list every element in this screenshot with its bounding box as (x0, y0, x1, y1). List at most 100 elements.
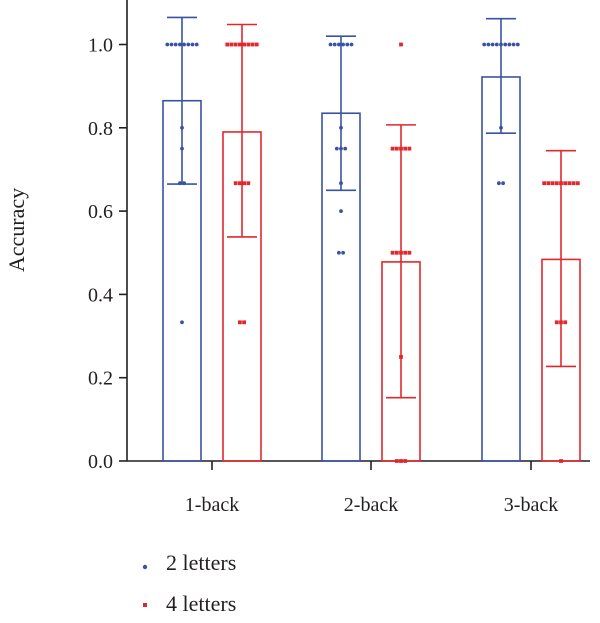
point-4-letters (399, 146, 403, 151)
point-2-letters (182, 181, 187, 186)
point-4-letters (550, 181, 555, 186)
point-4-letters (575, 181, 580, 186)
legend-label-2-letters: 2 letters (166, 550, 236, 575)
y-tick-label: 1.0 (88, 35, 113, 57)
y-tick-label: 0.4 (88, 284, 113, 306)
point-4-letters (407, 250, 412, 255)
point-2-letters (503, 42, 508, 47)
point-4-letters (394, 250, 399, 255)
point-4-letters (238, 320, 242, 325)
point-2-letters (178, 42, 182, 47)
point-2-letters (186, 42, 191, 47)
y-axis-title: Accuracy (4, 188, 29, 272)
point-4-letters (554, 320, 559, 325)
point-2-letters (182, 42, 187, 47)
point-4-letters (246, 181, 251, 186)
point-4-letters (399, 42, 403, 47)
y-tick-label: 0.0 (88, 451, 113, 473)
point-2-letters (165, 42, 170, 47)
point-4-letters (242, 181, 246, 186)
y-tick-label: 0.8 (88, 118, 113, 140)
data-points (165, 42, 580, 463)
point-2-letters (490, 42, 495, 47)
y-tick-label: 0.6 (88, 201, 113, 223)
point-4-letters (403, 459, 408, 463)
point-2-letters (494, 42, 499, 47)
point-4-letters (390, 146, 395, 151)
point-2-letters (339, 146, 343, 151)
point-4-letters (567, 181, 572, 186)
point-2-letters (499, 125, 503, 130)
point-4-letters (399, 354, 403, 359)
point-4-letters (394, 146, 399, 151)
point-4-letters (546, 181, 551, 186)
point-2-letters (345, 42, 350, 47)
point-2-letters (515, 42, 520, 47)
point-4-letters (225, 42, 230, 47)
point-4-letters (571, 181, 576, 186)
point-4-letters (559, 459, 563, 463)
x-axis: 1-back 2-back 3-back (127, 460, 590, 516)
point-2-letters (341, 250, 345, 255)
bars (162, 76, 581, 462)
point-2-letters (501, 181, 505, 186)
legend: 2 letters 4 letters (142, 550, 236, 616)
y-axis: 0.0 0.2 0.4 0.6 0.8 1.0 (88, 0, 128, 473)
point-2-letters (190, 42, 195, 47)
x-tick-label-1-back: 1-back (185, 494, 239, 516)
legend-label-4-letters: 4 letters (166, 591, 236, 616)
point-2-letters (194, 42, 199, 47)
point-4-letters (399, 459, 403, 463)
point-4-letters (250, 42, 255, 47)
point-4-letters (563, 181, 568, 186)
point-2-letters (499, 42, 503, 47)
point-4-letters (542, 181, 547, 186)
point-4-letters (559, 181, 563, 186)
point-2-letters (486, 42, 491, 47)
point-2-letters (343, 146, 348, 151)
point-2-letters (339, 209, 343, 214)
point-2-letters (180, 320, 184, 325)
point-4-letters (403, 146, 408, 151)
point-4-letters (403, 250, 408, 255)
point-4-letters (229, 42, 234, 47)
legend-marker-4-letters (143, 603, 147, 607)
point-4-letters (390, 250, 395, 255)
x-tick-label-2-back: 2-back (344, 494, 398, 516)
point-4-letters (254, 42, 259, 47)
point-4-letters (233, 42, 238, 47)
point-2-letters (332, 42, 337, 47)
point-2-letters (337, 250, 341, 255)
point-2-letters (178, 181, 182, 186)
point-2-letters (497, 181, 501, 186)
point-4-letters (394, 459, 399, 463)
point-4-letters (242, 320, 246, 325)
point-2-letters (507, 42, 512, 47)
point-2-letters (341, 42, 345, 47)
x-tick-label-3-back: 3-back (504, 494, 558, 516)
point-2-letters (334, 146, 339, 151)
legend-marker-2-letters (142, 564, 148, 570)
point-2-letters (337, 42, 341, 47)
point-2-letters (482, 42, 487, 47)
error-bars (167, 16, 576, 399)
point-2-letters (511, 42, 516, 47)
point-2-letters (328, 42, 333, 47)
point-2-letters (339, 181, 343, 186)
point-2-letters (349, 42, 354, 47)
point-4-letters (238, 42, 242, 47)
point-4-letters (399, 250, 403, 255)
bar-2-letters-3-back (481, 76, 521, 462)
point-4-letters (233, 181, 238, 186)
point-4-letters (242, 42, 246, 47)
point-4-letters (246, 42, 251, 47)
point-4-letters (563, 320, 568, 325)
point-4-letters (238, 181, 242, 186)
point-2-letters (339, 125, 343, 130)
point-2-letters (180, 146, 184, 151)
y-tick-label: 0.2 (88, 368, 113, 390)
point-4-letters (554, 181, 559, 186)
point-4-letters (407, 146, 412, 151)
point-2-letters (173, 42, 178, 47)
